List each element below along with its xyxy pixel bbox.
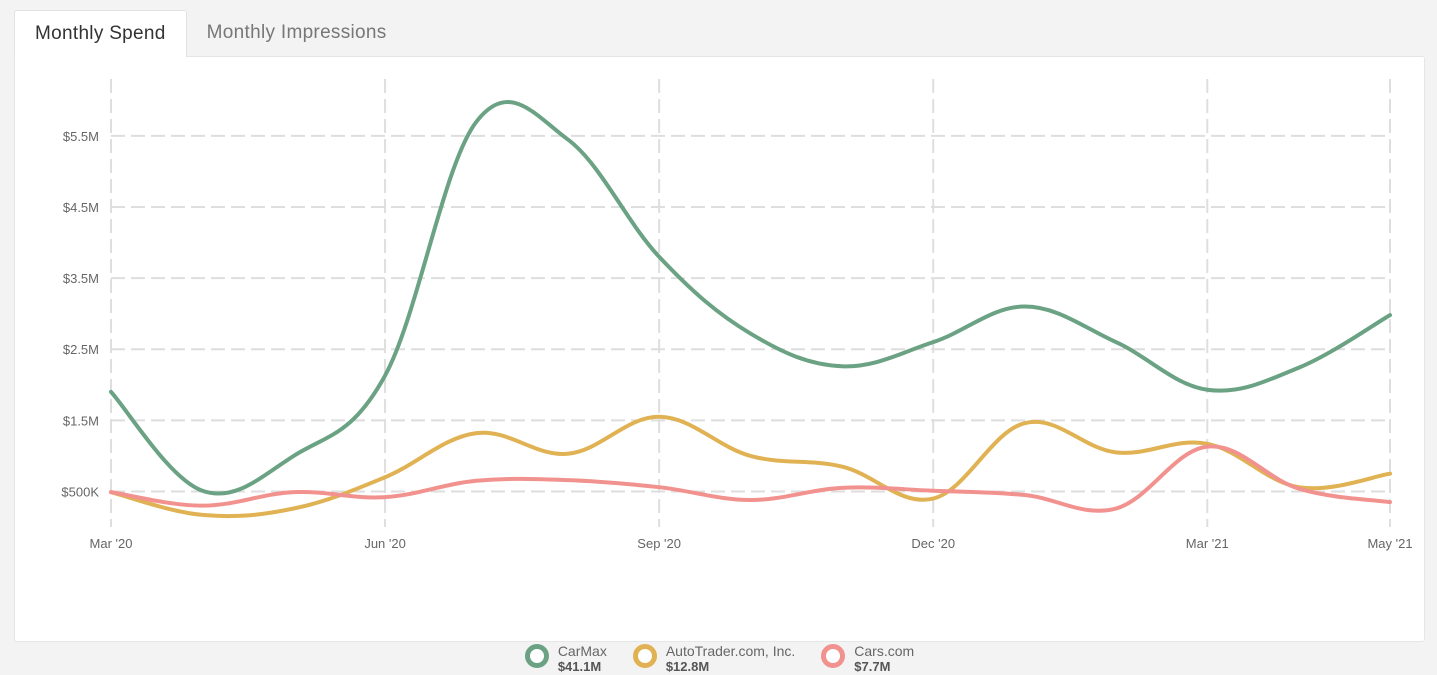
cars-com-ring-icon <box>821 644 846 668</box>
y-tick-label: $500K <box>61 484 99 499</box>
y-tick-label: $4.5M <box>63 200 99 215</box>
x-tick-label: Sep '20 <box>637 536 681 551</box>
x-axis: Mar '20 Jun '20 Sep '20 Dec '20 Mar '21 May '… <box>90 536 1413 551</box>
autotrader-ring-icon <box>632 644 657 668</box>
series-line-carmax <box>109 99 1392 496</box>
tab-monthly-impressions[interactable]: Monthly Impressions <box>206 22 387 43</box>
legend-total: $12.8M <box>665 659 710 674</box>
y-tick-label: $2.5M <box>63 342 99 357</box>
tab-bar: Monthly Spend Monthly Impressions <box>14 10 407 57</box>
series-line-autotrader-com-inc <box>109 414 1392 519</box>
x-tick-label: Dec '20 <box>911 536 955 551</box>
chart-panel: $500K $1.5M $2.5M $3.5M $4.5M $5.5M Mar '20 Ju… <box>14 56 1425 674</box>
legend-total: $41.1M <box>557 659 602 674</box>
legend-label: AutoTrader.com, Inc. <box>665 643 796 659</box>
legend-item-autotrader[interactable]: AutoTrader.com, Inc. $12.8M <box>632 643 796 675</box>
legend: CarMax $41.1M AutoTrader.com, Inc. $12.8… <box>15 643 1424 675</box>
y-axis: $500K $1.5M $2.5M $3.5M $4.5M $5.5M <box>61 129 99 500</box>
series-lines <box>109 99 1392 519</box>
tab-monthly-spend[interactable]: Monthly Spend <box>14 10 187 57</box>
x-tick-label: Mar '20 <box>90 536 133 551</box>
x-tick-label: May '21 <box>1367 536 1412 551</box>
grid <box>110 79 1391 527</box>
legend-label: CarMax <box>557 643 607 659</box>
x-tick-label: Mar '21 <box>1186 536 1229 551</box>
y-tick-label: $3.5M <box>63 271 99 286</box>
legend-item-cars-com[interactable]: Cars.com $7.7M <box>821 643 914 675</box>
legend-total: $7.7M <box>854 659 891 674</box>
y-tick-label: $1.5M <box>63 413 99 428</box>
spend-line-chart: $500K $1.5M $2.5M $3.5M $4.5M $5.5M Mar '20 Ju… <box>61 79 1413 551</box>
y-tick-label: $5.5M <box>63 129 99 144</box>
legend-item-carmax[interactable]: CarMax $41.1M <box>524 643 607 675</box>
x-tick-label: Jun '20 <box>364 536 406 551</box>
series-line-cars-com <box>109 444 1392 513</box>
legend-label: Cars.com <box>854 643 915 659</box>
carmax-ring-icon <box>524 644 549 668</box>
